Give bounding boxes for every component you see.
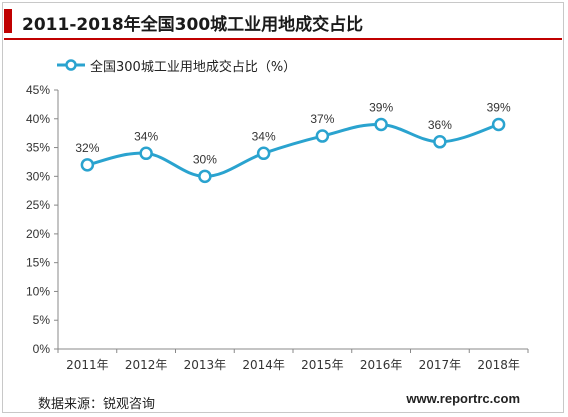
title-accent-bar: [4, 9, 12, 33]
x-tick-label: 2016年: [360, 358, 403, 372]
chart-title: 2011-2018年全国300城工业用地成交占比: [22, 15, 364, 35]
x-tick-label: 2011年: [66, 358, 109, 372]
data-label: 34%: [252, 129, 276, 143]
y-tick-label: 20%: [26, 227, 50, 241]
data-label: 30%: [193, 152, 217, 166]
data-point: [139, 146, 153, 161]
data-label: 34%: [134, 129, 158, 143]
y-tick-label: 15%: [26, 256, 50, 270]
y-tick-label: 35%: [26, 141, 50, 155]
data-point: [491, 117, 506, 132]
y-tick-label: 0%: [33, 342, 51, 356]
y-tick-label: 10%: [26, 284, 50, 298]
y-tick-label: 40%: [26, 112, 50, 126]
chart-frame: [2, 2, 564, 413]
website-url: www.reportrc.com: [406, 391, 520, 406]
y-tick-label: 30%: [26, 169, 50, 183]
title-rule: [4, 38, 562, 40]
x-tick-label: 2012年: [125, 358, 168, 372]
x-tick-label: 2017年: [419, 358, 462, 372]
data-label: 37%: [310, 112, 334, 126]
y-tick-label: 45%: [26, 83, 50, 97]
data-point: [433, 135, 447, 149]
x-tick-label: 2018年: [477, 358, 520, 372]
series-line: [87, 123, 500, 178]
data-point: [198, 169, 212, 184]
x-tick-label: 2014年: [242, 358, 285, 372]
legend: 全国300城工业用地成交占比（%）: [56, 56, 297, 75]
data-label: 39%: [369, 101, 393, 115]
data-label: 32%: [75, 141, 99, 155]
x-tick-label: 2015年: [301, 358, 344, 372]
source-note: 数据来源：锐观咨询: [38, 397, 156, 412]
data-label: 36%: [428, 118, 452, 132]
data-point: [374, 117, 388, 132]
data-point: [256, 146, 271, 161]
data-point: [315, 129, 330, 143]
legend-label: 全国300城工业用地成交占比（%）: [90, 59, 297, 75]
legend-line-marker-icon: [57, 59, 85, 71]
data-point: [80, 158, 95, 172]
y-tick-label: 25%: [26, 198, 50, 212]
y-tick-label: 5%: [33, 313, 51, 327]
x-tick-label: 2013年: [184, 358, 227, 372]
data-label: 39%: [487, 101, 511, 115]
